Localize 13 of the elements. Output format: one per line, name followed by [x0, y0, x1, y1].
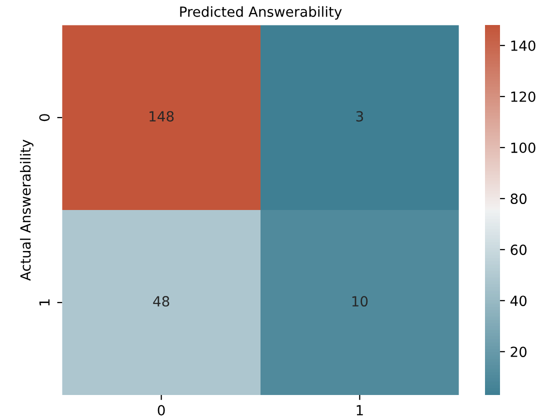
y-axis-title: Actual Answerability	[20, 140, 34, 281]
color-bar-label: 120	[511, 91, 536, 102]
color-bar-label: 60	[510, 244, 527, 256]
data-label: 3	[356, 111, 364, 122]
color-bar-label: 100	[511, 142, 536, 154]
data-label: 148	[150, 111, 174, 122]
color-bar-label: 140	[511, 40, 536, 51]
color-bar-label: 80	[510, 194, 527, 204]
data-label: 10	[352, 296, 368, 307]
color-bar-label: 20	[510, 346, 527, 358]
color-bar-label: 40	[510, 296, 527, 306]
data-label: 48	[153, 296, 170, 307]
chart-title: Predicted Answerability	[180, 6, 342, 20]
